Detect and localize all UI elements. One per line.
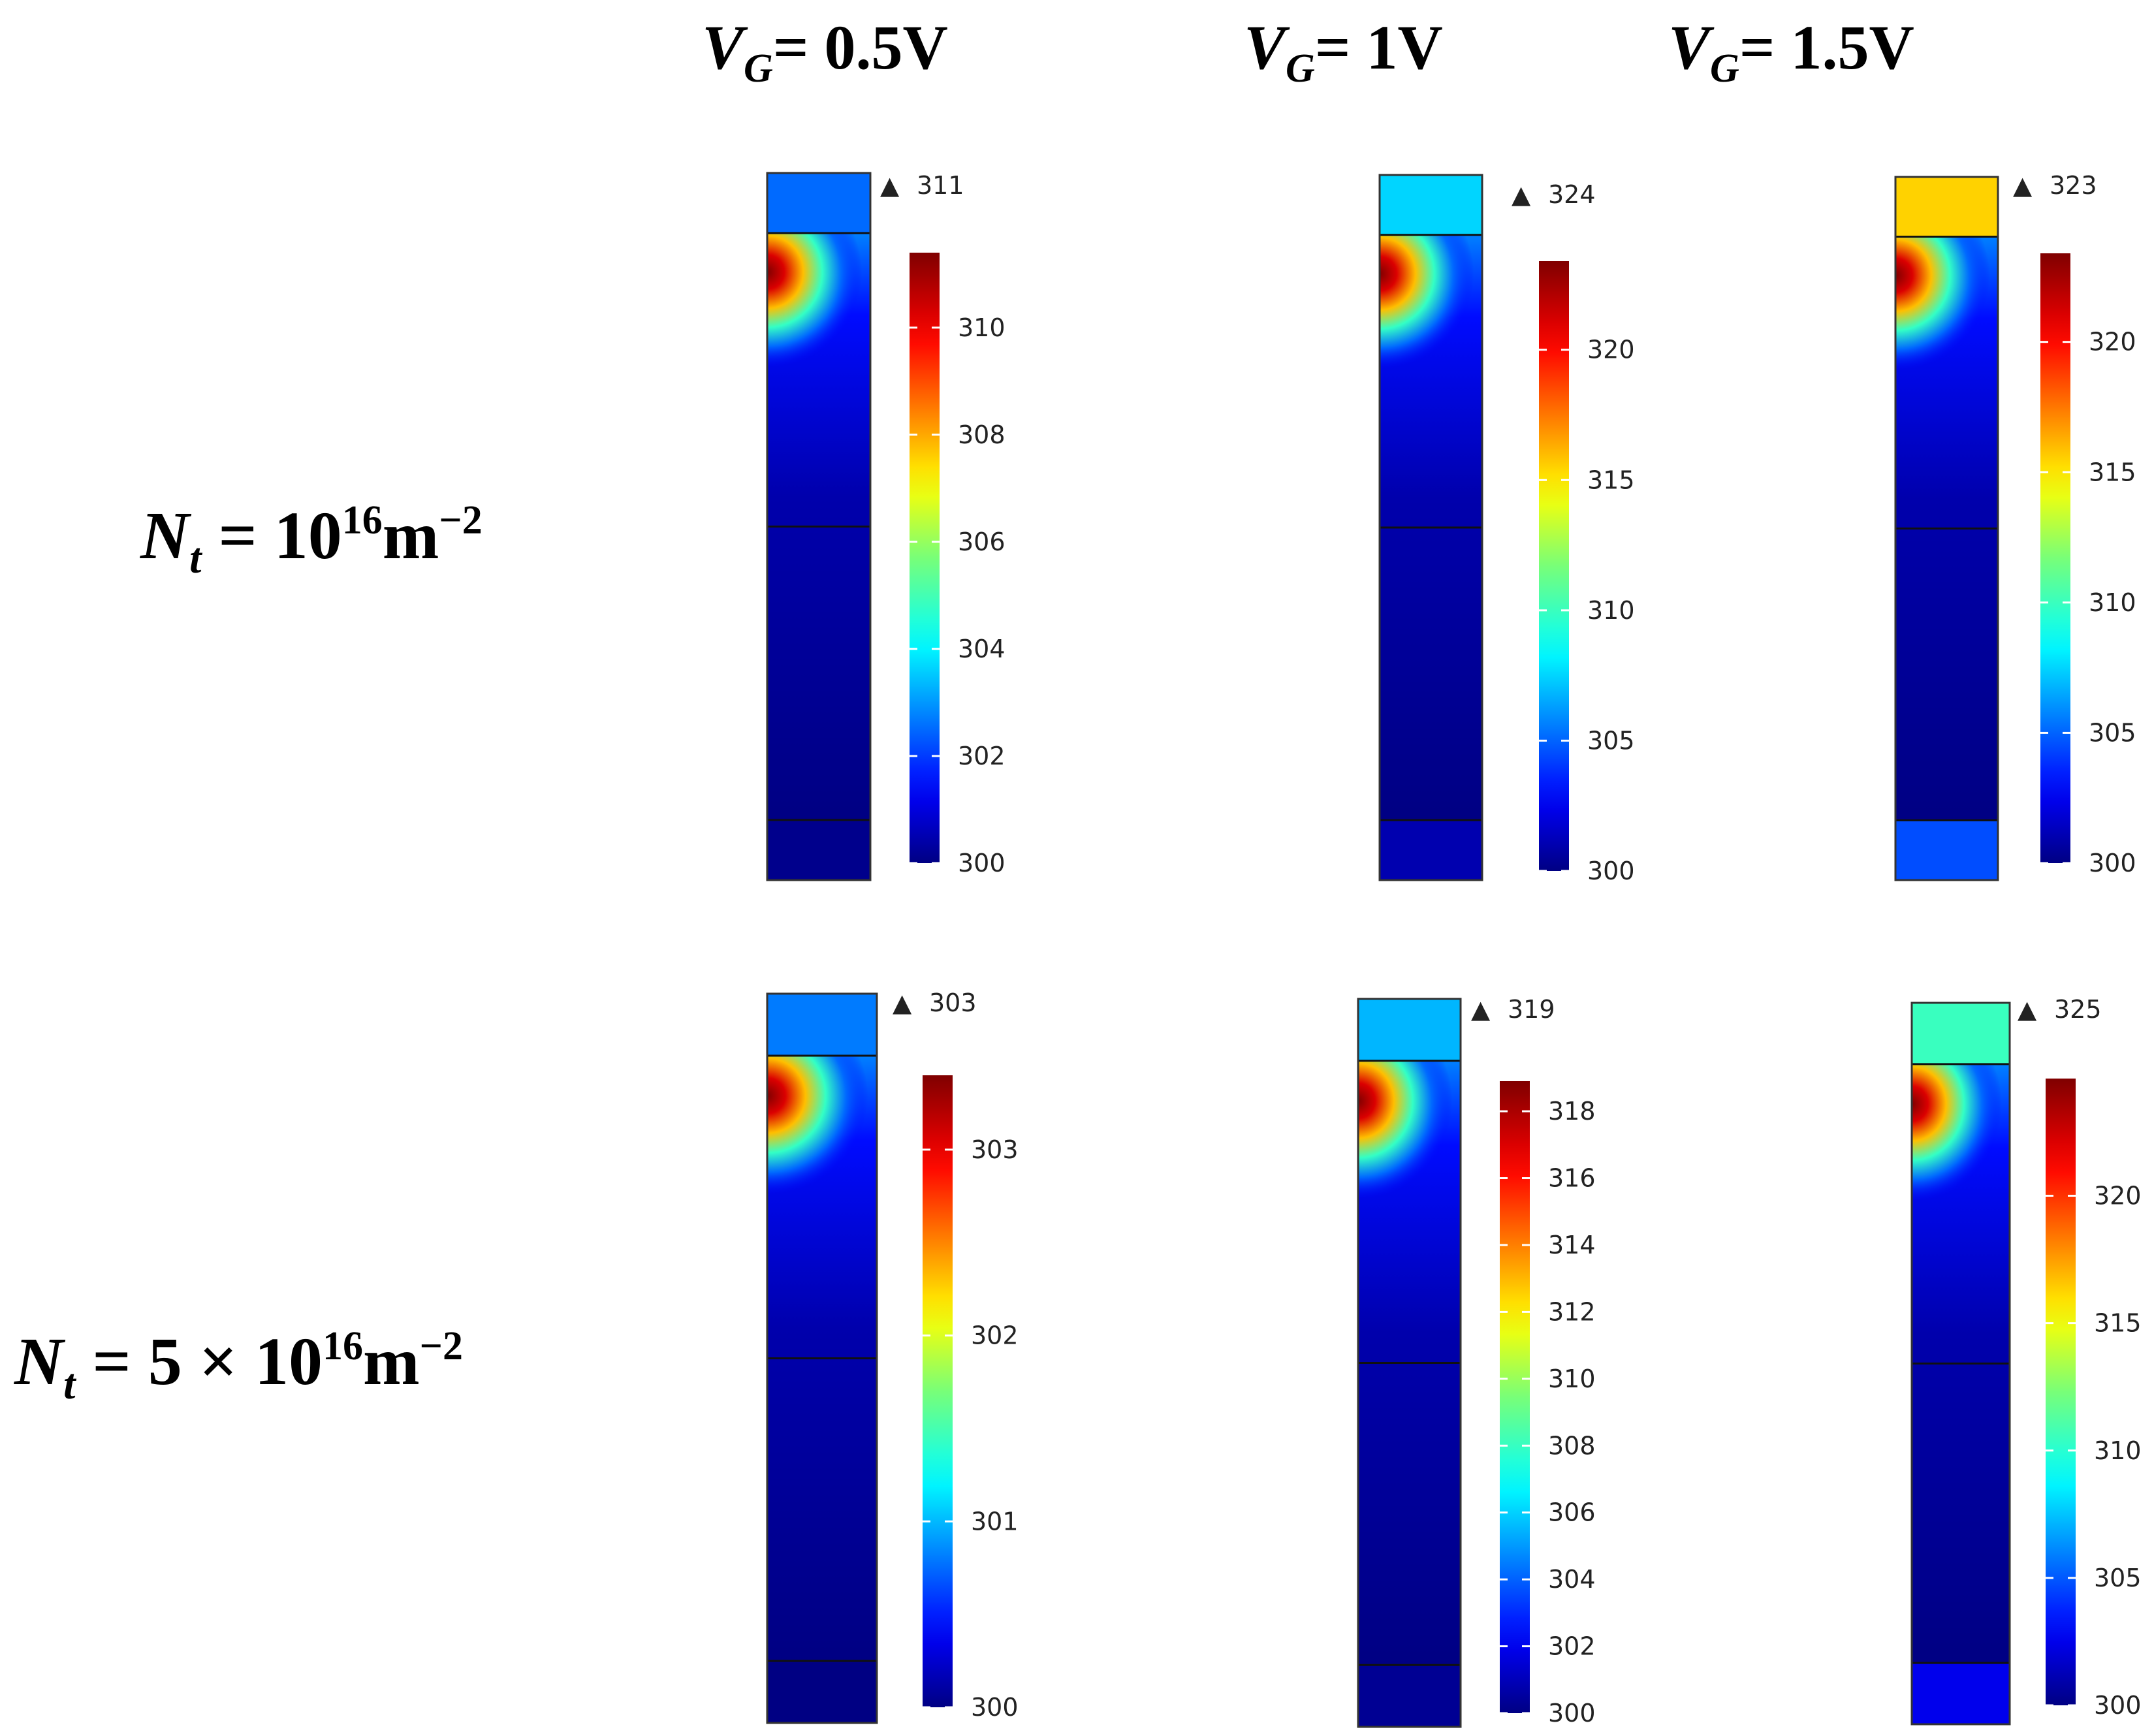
colorbar-gradient (910, 253, 940, 863)
max-value-label: 325 (2054, 995, 2102, 1024)
colorbar-tick-label: 304 (1548, 1565, 1596, 1594)
max-marker: ▲ 325 (2018, 995, 2102, 1024)
device-outline (766, 172, 872, 881)
colorbar-gradient (1500, 1081, 1530, 1713)
colorbar-tick-label: 305 (1587, 726, 1635, 755)
top-layer (767, 173, 870, 234)
max-value-label: 319 (1508, 995, 1555, 1024)
top-layer (1895, 177, 1998, 237)
max-triangle-icon: ▲ (893, 988, 912, 1017)
bottom-layer (767, 819, 870, 880)
colorbar-tick-label: 310 (2089, 588, 2136, 617)
bottom-layer (1912, 1663, 2010, 1724)
colorbar: 300 305 310 315 320 (2040, 253, 2136, 877)
colorbar-tick-label: 315 (2089, 458, 2136, 486)
colorbar-tick-label: 310 (958, 313, 1006, 342)
colorbar-tick-label: 310 (1587, 596, 1635, 625)
heatmap-panel-r1-c2: ▲ 325 300 305 310 315 320 (1910, 995, 2142, 1726)
colorbar-tick-label: 316 (1548, 1164, 1596, 1193)
row-label-nt-1e16: Nt = 1016m−2 (140, 498, 483, 582)
device-outline (1378, 174, 1483, 881)
max-triangle-icon: ▲ (1471, 995, 1491, 1024)
colorbar-tick-label: 300 (1587, 857, 1635, 885)
column-title-vg-1: VG= 1V (1244, 12, 1443, 91)
colorbar-tick-label: 303 (971, 1135, 1019, 1164)
top-layer (1358, 999, 1461, 1061)
max-value-label: 303 (929, 988, 977, 1017)
max-value-label: 323 (2050, 171, 2097, 200)
device-outline (766, 992, 878, 1724)
heatmap-panel-r0-c1: ▲ 324 300 305 310 315 320 (1378, 174, 1635, 885)
device-outline (1357, 998, 1462, 1728)
colorbar-tick-label: 302 (1548, 1632, 1596, 1661)
colorbar-gradient (2040, 253, 2070, 863)
colorbar: 300 305 310 315 320 (1539, 261, 1635, 885)
colorbar-tick-label: 320 (2089, 328, 2136, 356)
colorbar-tick-label: 300 (2089, 849, 2136, 877)
max-value-label: 324 (1548, 180, 1596, 209)
max-marker: ▲ 303 (893, 988, 977, 1017)
column-title-vg-1.5: VG= 1.5V (1668, 12, 1914, 91)
heatmap-panel-r1-c0: ▲ 303 300 301 302 303 (766, 988, 1019, 1724)
colorbar-tick-label: 300 (971, 1693, 1019, 1722)
colorbar-tick-label: 301 (971, 1507, 1019, 1536)
column-title-vg-0.5: VG= 0.5V (702, 12, 948, 91)
heatmap-panels: ▲ 311 300 302 304 306 308 310 ▲ 324 300 305 310 315 32… (766, 171, 2142, 1728)
colorbar-tick-label: 300 (958, 849, 1006, 877)
colorbar-tick-label: 302 (971, 1321, 1019, 1350)
colorbar-gradient (1539, 261, 1569, 871)
colorbar-tick-label: 314 (1548, 1231, 1596, 1259)
bottom-layer (1895, 820, 1998, 880)
max-marker: ▲ 324 (1512, 180, 1596, 209)
colorbar: 300 302 304 306 308 310 312 314 316 318 (1500, 1081, 1596, 1728)
bottom-layer (767, 1661, 877, 1723)
max-triangle-icon: ▲ (1512, 180, 1531, 209)
colorbar-gradient (923, 1075, 953, 1707)
colorbar-tick-label: 310 (1548, 1365, 1596, 1393)
max-marker: ▲ 311 (880, 171, 964, 200)
heatmap-panel-r0-c0: ▲ 311 300 302 304 306 308 310 (766, 171, 1006, 881)
colorbar-gradient (2046, 1079, 2076, 1705)
colorbar-tick-label: 306 (958, 528, 1006, 556)
colorbar: 300 302 304 306 308 310 (910, 253, 1006, 877)
heatmap-panel-r0-c2: ▲ 323 300 305 310 315 320 (1894, 171, 2136, 881)
max-triangle-icon: ▲ (880, 171, 900, 200)
colorbar-tick-label: 318 (1548, 1097, 1596, 1126)
colorbar-tick-label: 305 (2089, 718, 2136, 747)
colorbar-tick-label: 315 (2094, 1309, 2142, 1338)
top-layer (767, 994, 877, 1056)
colorbar-tick-label: 315 (1587, 466, 1635, 494)
top-layer (1912, 1003, 2010, 1064)
colorbar-tick-label: 308 (958, 420, 1006, 449)
max-value-label: 311 (917, 171, 964, 200)
bottom-layer (1358, 1665, 1461, 1727)
device-outline (1910, 1002, 2011, 1726)
colorbar-tick-label: 312 (1548, 1297, 1596, 1326)
colorbar-tick-label: 304 (958, 635, 1006, 663)
max-triangle-icon: ▲ (2013, 171, 2033, 200)
colorbar-tick-label: 310 (2094, 1436, 2142, 1465)
device-outline (1894, 176, 1999, 881)
top-layer (1380, 175, 1482, 235)
colorbar-tick-label: 306 (1548, 1498, 1596, 1527)
colorbar-tick-label: 305 (2094, 1564, 2142, 1592)
row-label-nt-5e16: Nt = 5 × 1016m−2 (14, 1324, 463, 1408)
colorbar-tick-label: 300 (2094, 1691, 2142, 1720)
colorbar-tick-label: 300 (1548, 1699, 1596, 1728)
max-marker: ▲ 319 (1471, 995, 1555, 1024)
max-triangle-icon: ▲ (2018, 995, 2037, 1024)
colorbar: 300 305 310 315 320 (2046, 1079, 2142, 1720)
colorbar-tick-label: 302 (958, 742, 1006, 770)
colorbar-tick-label: 308 (1548, 1431, 1596, 1460)
heatmap-panel-r1-c1: ▲ 319 300 302 304 306 308 310 312 314 316 318 (1357, 995, 1596, 1728)
max-marker: ▲ 323 (2013, 171, 2097, 200)
colorbar-tick-label: 320 (1587, 336, 1635, 364)
bottom-layer (1380, 820, 1482, 880)
colorbar-tick-label: 320 (2094, 1182, 2142, 1210)
colorbar: 300 301 302 303 (923, 1075, 1019, 1722)
